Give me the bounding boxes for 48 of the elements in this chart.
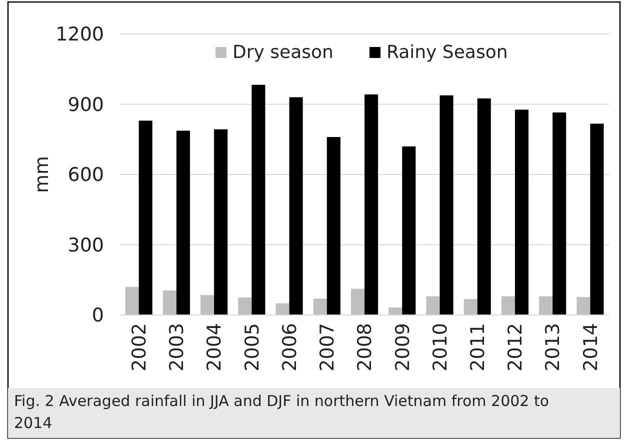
bar <box>350 288 364 315</box>
x-tick-label: 2008 <box>354 323 376 372</box>
x-tick-label: 2013 <box>542 323 564 372</box>
x-tick-label: 2005 <box>241 323 264 372</box>
bar <box>552 112 566 315</box>
bar <box>576 296 590 315</box>
y-tick-label: 1200 <box>56 24 104 46</box>
x-tick-label: 2009 <box>392 323 414 372</box>
bar <box>539 296 553 315</box>
x-tick-label: 2010 <box>429 323 452 372</box>
x-tick-label: 2002 <box>128 323 150 372</box>
bar <box>477 98 491 315</box>
bar <box>364 94 378 315</box>
bar <box>313 298 327 315</box>
bar <box>590 124 604 315</box>
x-tick-label: 2014 <box>580 323 602 372</box>
bar <box>501 296 515 315</box>
bar <box>125 286 139 315</box>
y-tick-label: 900 <box>68 94 104 116</box>
legend-label: Dry season <box>232 42 334 63</box>
y-tick-label: 600 <box>68 164 104 186</box>
x-tick-label: 2012 <box>504 323 527 372</box>
caption: Fig. 2 Averaged rainfall in JJA and DJF in northern Vietnam from 2002 to 2014 <box>14 392 550 432</box>
bar <box>200 295 214 315</box>
y-tick-label: 0 <box>92 304 104 327</box>
bar <box>162 290 176 315</box>
bar <box>214 129 228 315</box>
legend-label: Rainy Season <box>386 42 508 63</box>
y-tick-label: 300 <box>68 234 104 256</box>
bar <box>289 97 303 315</box>
bar <box>514 110 529 315</box>
x-tick-label: 2004 <box>204 323 226 372</box>
bar <box>176 130 190 315</box>
x-tick-label: 2003 <box>166 323 188 372</box>
bar <box>138 120 152 315</box>
bar <box>440 95 454 315</box>
x-tick-label: 2011 <box>466 323 489 372</box>
bar <box>276 303 290 315</box>
x-tick-label: 2006 <box>278 323 301 372</box>
bar <box>426 296 440 315</box>
bar <box>388 308 402 315</box>
x-tick-label: 2007 <box>316 323 339 372</box>
bar <box>464 299 478 315</box>
bar <box>326 137 340 315</box>
y-axis-title: mm <box>31 156 53 194</box>
bar <box>238 297 252 315</box>
bar <box>252 84 266 315</box>
bar <box>402 146 416 315</box>
